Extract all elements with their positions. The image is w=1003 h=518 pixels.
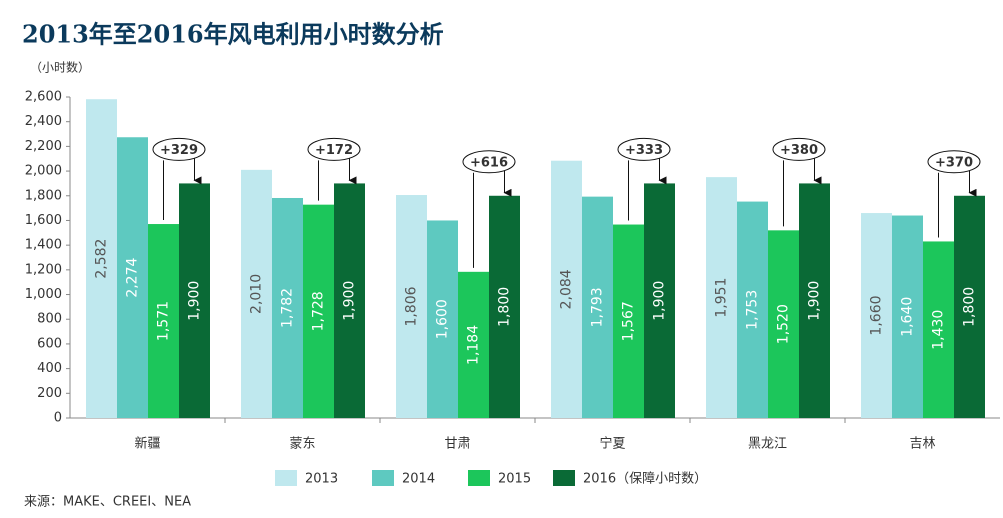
bar: [241, 169, 272, 418]
bar: [86, 99, 117, 419]
chart-title: 2013年至2016年风电利用小时数分析: [22, 20, 444, 49]
value-label: 1,571: [156, 301, 172, 341]
value-label: 1,640: [900, 297, 916, 337]
y-tick-label: 400: [37, 361, 62, 376]
value-label: 1,800: [497, 287, 513, 327]
value-label: 2,010: [249, 274, 265, 314]
y-tick-label: 800: [37, 312, 62, 327]
x-tick-label: 新疆: [134, 436, 160, 452]
y-tick-label: 1,400: [25, 238, 62, 253]
legend-swatch: [468, 470, 490, 486]
annotation-bubble: [927, 150, 981, 174]
bar: [737, 201, 768, 418]
legend-swatch: [372, 470, 394, 486]
legend-label: 2015: [498, 472, 531, 487]
legend-swatch: [275, 470, 297, 486]
x-tick-label: 甘肃: [444, 437, 470, 452]
y-tick-label: 1,600: [25, 213, 62, 228]
y-tick-label: 2,400: [25, 114, 62, 129]
bar: [799, 183, 830, 418]
bar: [427, 220, 458, 418]
bar: [861, 213, 892, 418]
value-label: 1,951: [714, 278, 730, 318]
bar: [148, 224, 179, 418]
x-tick-label: 黑龙江: [748, 437, 787, 452]
bar: [613, 224, 644, 418]
y-tick-label: 2,600: [25, 90, 62, 105]
bar: [768, 230, 799, 418]
value-label: 1,567: [621, 301, 637, 341]
annotation: +616: [470, 155, 508, 170]
value-label: 2,084: [559, 269, 575, 309]
annotation: +380: [780, 143, 818, 158]
legend-label: 2014: [402, 472, 435, 487]
y-tick-label: 200: [37, 386, 62, 401]
value-label: 1,600: [435, 299, 451, 339]
x-tick-label: 蒙东: [289, 437, 315, 452]
x-tick-label: 宁夏: [599, 436, 625, 452]
bar: [582, 196, 613, 418]
legend-swatch: [553, 470, 575, 486]
bar: [923, 241, 954, 418]
annotation: +370: [935, 155, 973, 170]
value-label: 1,806: [404, 286, 420, 326]
annotation-bubble: [307, 137, 361, 161]
value-label: 1,900: [342, 281, 358, 321]
bar: [644, 183, 675, 418]
value-label: 1,753: [745, 290, 761, 330]
bar: [334, 183, 365, 418]
value-label: 1,520: [776, 304, 792, 344]
bar: [489, 195, 520, 418]
value-label: 2,274: [125, 257, 141, 297]
annotation-bubble: [462, 150, 516, 174]
y-tick-label: 2,200: [25, 139, 62, 154]
value-label: 2,582: [94, 239, 110, 279]
bar: [272, 197, 303, 418]
bar: [458, 271, 489, 418]
y-tick-label: 1,200: [25, 262, 62, 277]
bar: [954, 195, 985, 418]
annotation: +329: [160, 143, 198, 158]
y-tick-label: 2,000: [25, 164, 62, 179]
bar: [706, 177, 737, 418]
bar: [117, 137, 148, 418]
y-tick-label: 0: [54, 411, 62, 426]
y-tick-label: 600: [37, 336, 62, 351]
legend-label: 2013: [305, 472, 338, 487]
annotation-bubble: [772, 137, 826, 161]
value-label: 1,660: [869, 295, 885, 335]
y-tick-label: 1,800: [25, 188, 62, 203]
annotation: +172: [315, 143, 353, 158]
value-label: 1,800: [962, 287, 978, 327]
annotation-bubble: [617, 137, 671, 161]
bar: [551, 160, 582, 418]
annotation: +333: [625, 143, 663, 158]
bar: [892, 215, 923, 418]
value-label: 1,900: [807, 281, 823, 321]
value-label: 1,793: [590, 287, 606, 327]
source: 来源：MAKE、CREEI、NEA: [24, 495, 191, 510]
annotation-bubble: [152, 137, 206, 161]
value-label: 1,430: [931, 310, 947, 350]
value-label: 1,900: [187, 281, 203, 321]
value-label: 1,184: [466, 325, 482, 365]
value-label: 1,782: [280, 288, 296, 328]
bar: [179, 183, 210, 418]
value-label: 1,728: [311, 291, 327, 331]
bar: [396, 195, 427, 418]
legend-label: 2016（保障小时数）: [583, 472, 707, 487]
y-axis-label: （小时数）: [30, 60, 90, 75]
x-tick-label: 吉林: [909, 437, 935, 452]
value-label: 1,900: [652, 281, 668, 321]
y-tick-label: 1,000: [25, 287, 62, 302]
bar: [303, 204, 334, 418]
